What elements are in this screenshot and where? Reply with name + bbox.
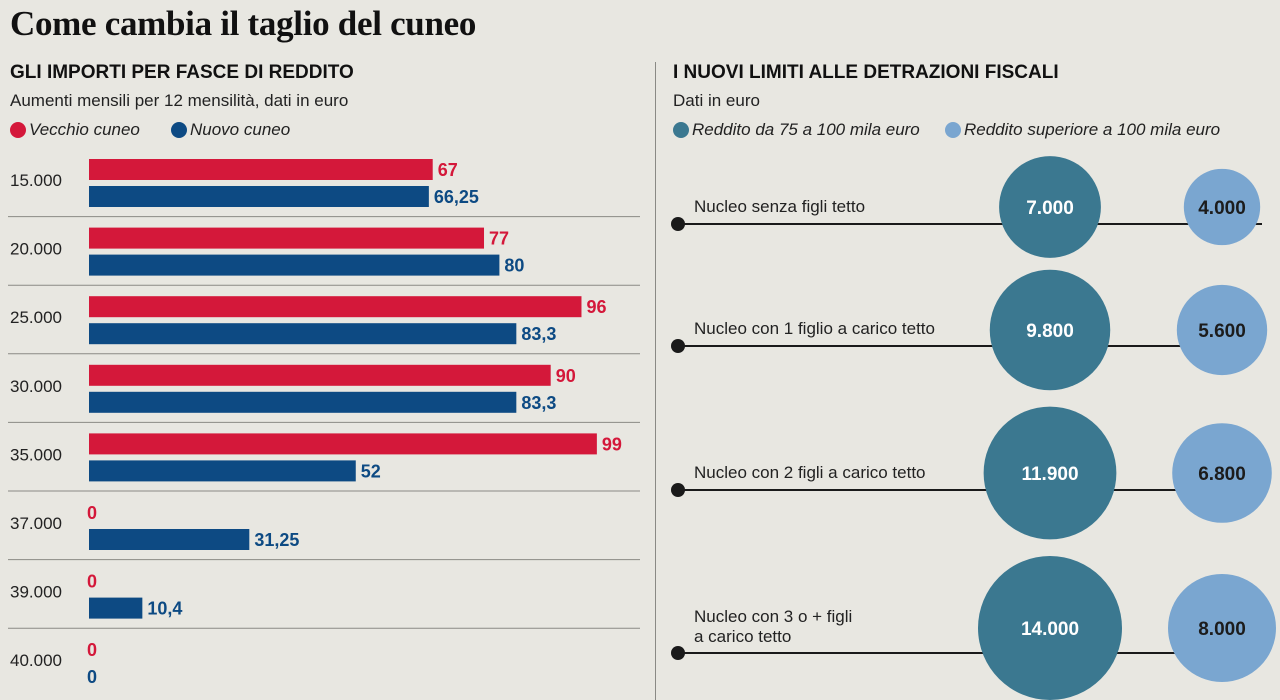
bubble-mid-income <box>983 406 1117 540</box>
category-label: 15.000 <box>10 171 62 190</box>
data-label-new: 52 <box>361 461 381 481</box>
legend-mid-income: Reddito da 75 a 100 mila euro <box>673 120 920 140</box>
legend-old-swatch <box>10 122 26 138</box>
data-label-old: 67 <box>438 160 458 180</box>
bubble-high-income-label: 5.600 <box>1198 321 1246 342</box>
bubble-mid-income-label: 11.900 <box>1021 464 1078 485</box>
row-label: Nucleo con 3 o + figli <box>694 607 852 626</box>
bubble-mid-income-label: 14.000 <box>1021 619 1079 640</box>
data-label-old: 99 <box>602 434 622 454</box>
bubble-high-income <box>1183 168 1261 246</box>
bar-new <box>89 460 356 482</box>
bubble-mid-income <box>978 556 1122 700</box>
bar-new <box>89 186 429 207</box>
data-label-new: 83,3 <box>521 393 556 413</box>
data-label-new: 31,25 <box>254 530 299 550</box>
bubble-high-income-label: 4.000 <box>1198 198 1246 219</box>
data-label-new: 66,25 <box>434 187 479 207</box>
bar-new <box>89 254 500 276</box>
bubble-mid-income <box>989 269 1111 391</box>
category-label: 20.000 <box>10 240 62 259</box>
bubble-high-income-label: 6.800 <box>1198 464 1246 485</box>
data-label-new: 83,3 <box>521 324 556 344</box>
bar-new <box>89 597 143 619</box>
legend-new-swatch <box>171 122 187 138</box>
legend-high-income-label: Reddito superiore a 100 mila euro <box>964 120 1221 139</box>
right-section-subtitle: Dati in euro <box>673 91 760 110</box>
row-marker <box>671 483 685 497</box>
row-label: Nucleo con 1 figlio a carico tetto <box>694 319 935 338</box>
data-label-new: 80 <box>504 256 524 276</box>
bubble-mid-income-label: 9.800 <box>1026 321 1074 342</box>
data-label-old: 96 <box>586 297 606 317</box>
row-marker <box>671 646 685 660</box>
bubble-high-income <box>1176 284 1268 376</box>
row-label: Nucleo con 2 figli a carico tetto <box>694 463 926 482</box>
category-label: 40.000 <box>10 651 62 670</box>
page-title: Come cambia il taglio del cuneo <box>10 4 477 43</box>
data-label-new: 0 <box>87 667 97 687</box>
data-label-old: 90 <box>556 366 576 386</box>
left-section-subtitle: Aumenti mensili per 12 mensilità, dati i… <box>10 91 349 110</box>
legend-old: Vecchio cuneo <box>10 120 140 140</box>
bar-old <box>89 433 597 455</box>
data-label-new: 10,4 <box>147 599 182 619</box>
bar-new <box>89 391 517 413</box>
column-divider <box>655 62 656 700</box>
legend-new-label: Nuovo cuneo <box>190 120 291 139</box>
category-label: 25.000 <box>10 308 62 327</box>
category-label: 35.000 <box>10 445 62 464</box>
row-marker <box>671 339 685 353</box>
legend-mid-income-label: Reddito da 75 a 100 mila euro <box>692 120 920 139</box>
bar-old <box>89 364 551 386</box>
data-label-old: 0 <box>87 503 97 523</box>
bubble-mid-income-label: 7.000 <box>1026 198 1074 219</box>
category-label: 30.000 <box>10 377 62 396</box>
bar-new <box>89 323 517 345</box>
bar-old <box>89 227 485 249</box>
legend-new: Nuovo cuneo <box>171 120 290 140</box>
bar-old <box>89 296 582 318</box>
data-label-old: 77 <box>489 229 509 249</box>
data-label-old: 0 <box>87 640 97 660</box>
legend-mid-income-swatch <box>673 122 689 138</box>
bubble-high-income <box>1172 423 1272 523</box>
bubble-high-income-label: 8.000 <box>1198 619 1246 640</box>
legend-high-income-swatch <box>945 122 961 138</box>
legend-high-income: Reddito superiore a 100 mila euro <box>945 120 1220 140</box>
legend-old-label: Vecchio cuneo <box>29 120 140 139</box>
bar-new <box>89 529 250 550</box>
category-label: 37.000 <box>10 514 62 533</box>
row-label: Nucleo senza figli tetto <box>694 197 865 216</box>
bubble-high-income <box>1168 574 1276 682</box>
category-label: 39.000 <box>10 583 62 602</box>
bubble-mid-income <box>999 156 1101 258</box>
bar-old <box>89 159 433 180</box>
row-label: a carico tetto <box>694 627 791 646</box>
left-section-title: GLI IMPORTI PER FASCE DI REDDITO <box>10 62 354 83</box>
right-section-title: I NUOVI LIMITI ALLE DETRAZIONI FISCALI <box>673 62 1059 83</box>
data-label-old: 0 <box>87 572 97 592</box>
row-marker <box>671 217 685 231</box>
